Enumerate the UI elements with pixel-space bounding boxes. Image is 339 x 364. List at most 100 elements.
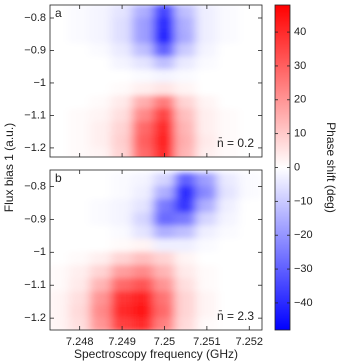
heatmap-cell: [153, 225, 176, 240]
colorbar-tick-label: −30: [294, 263, 313, 275]
heatmap-cell: [174, 199, 197, 214]
heatmap-cell: [50, 5, 70, 19]
heatmap-cell: [110, 278, 134, 293]
heatmap-cell: [216, 134, 240, 149]
heatmap-cell: [153, 30, 176, 45]
colorbar-tick-label: 40: [294, 26, 306, 38]
heatmap-cell: [174, 69, 197, 84]
heatmap-cell: [89, 304, 112, 319]
y-tick-label: −1: [33, 77, 46, 89]
heatmap-cell: [89, 238, 112, 253]
heatmap-cell: [110, 82, 134, 97]
heatmap-cell: [153, 95, 176, 110]
heatmap-cell: [110, 147, 134, 157]
heatmap-cell: [216, 199, 240, 214]
y-tick-label: −1.1: [24, 279, 46, 291]
heatmap-cell: [89, 121, 112, 136]
heatmap: [50, 5, 261, 157]
heatmap-cell: [132, 82, 155, 97]
heatmap-cell: [110, 238, 134, 253]
heatmap-cell: [153, 185, 176, 201]
heatmap-cell: [216, 95, 240, 110]
y-axis-label: Flux bias 1 (a.u.): [2, 123, 16, 212]
heatmap-cell: [89, 264, 112, 280]
heatmap-cell: [110, 225, 134, 240]
annotation: n̄ = 0.2: [217, 136, 254, 150]
x-tick-label: 7.251: [193, 336, 221, 348]
heatmap-cell: [195, 199, 218, 214]
heatmap-cell: [50, 108, 70, 123]
heatmap-cell: [174, 251, 197, 266]
heatmap-cell: [132, 95, 155, 110]
heatmap-cell: [216, 43, 240, 58]
heatmap-cell: [68, 304, 91, 319]
heatmap-cell: [195, 56, 218, 71]
heatmap-cell: [110, 251, 134, 266]
heatmap-cell: [110, 30, 134, 45]
heatmap-cell: [110, 95, 134, 110]
colorbar-tick-label: 30: [294, 60, 306, 72]
heatmap-cell: [195, 69, 218, 84]
heatmap-cell: [174, 212, 197, 227]
heatmap-cell: [174, 304, 197, 319]
heatmap-cell: [132, 121, 155, 136]
heatmap-cell: [50, 95, 70, 110]
heatmap-cell: [195, 17, 218, 32]
heatmap-cell: [110, 5, 134, 19]
heatmap-cell: [174, 82, 197, 97]
y-tick-label: −1: [33, 246, 46, 258]
heatmap-cell: [132, 251, 155, 266]
heatmap-cell: [132, 212, 155, 227]
heatmap-cell: [238, 17, 261, 32]
heatmap-cell: [153, 56, 176, 71]
heatmap-cell: [195, 212, 218, 227]
heatmap-cell: [153, 17, 176, 32]
heatmap-cell: [153, 5, 176, 19]
heatmap-cell: [132, 17, 155, 32]
heatmap-cell: [238, 199, 261, 214]
colorbar-tick-label: −20: [294, 229, 313, 241]
heatmap-cell: [68, 30, 91, 45]
heatmap-cell: [68, 199, 91, 214]
heatmap-cell: [68, 108, 91, 123]
colorbar-tick-label: 20: [294, 94, 306, 106]
heatmap-cell: [238, 43, 261, 58]
heatmap-cell: [216, 30, 240, 45]
heatmap-cell: [68, 225, 91, 240]
heatmap-cell: [195, 5, 218, 19]
x-axis-label: Spectroscopy frequency (GHz): [74, 347, 238, 361]
heatmap-cell: [132, 43, 155, 58]
heatmap-cell: [153, 69, 176, 84]
heatmap-cell: [238, 278, 261, 293]
heatmap-cell: [216, 185, 240, 201]
heatmap-cell: [195, 147, 218, 157]
heatmap-cell: [238, 82, 261, 97]
heatmap-cell: [68, 17, 91, 32]
heatmap-cell: [50, 317, 70, 330]
heatmap-cell: [216, 172, 240, 187]
heatmap-cell: [238, 185, 261, 201]
heatmap-cell: [216, 317, 240, 330]
heatmap-cell: [132, 5, 155, 19]
heatmap-cell: [68, 317, 91, 330]
heatmap-cell: [89, 251, 112, 266]
heatmap-cell: [132, 225, 155, 240]
heatmap-cell: [216, 56, 240, 71]
heatmap-cell: [132, 185, 155, 201]
heatmap-cell: [174, 5, 197, 19]
heatmap-cell: [153, 147, 176, 157]
heatmap-cell: [110, 108, 134, 123]
heatmap-cell: [68, 95, 91, 110]
heatmap-cell: [132, 134, 155, 149]
colorbar-tick-label: −40: [294, 297, 313, 309]
colorbar-tick-label: 0: [294, 161, 300, 173]
heatmap-cell: [195, 30, 218, 45]
heatmap-cell: [174, 185, 197, 201]
heatmap-cell: [238, 69, 261, 84]
heatmap-cell: [216, 147, 240, 157]
heatmap-cell: [110, 43, 134, 58]
heatmap-cell: [68, 69, 91, 84]
heatmap-cell: [50, 30, 70, 45]
heatmap-cell: [50, 199, 70, 214]
heatmap-cell: [68, 278, 91, 293]
